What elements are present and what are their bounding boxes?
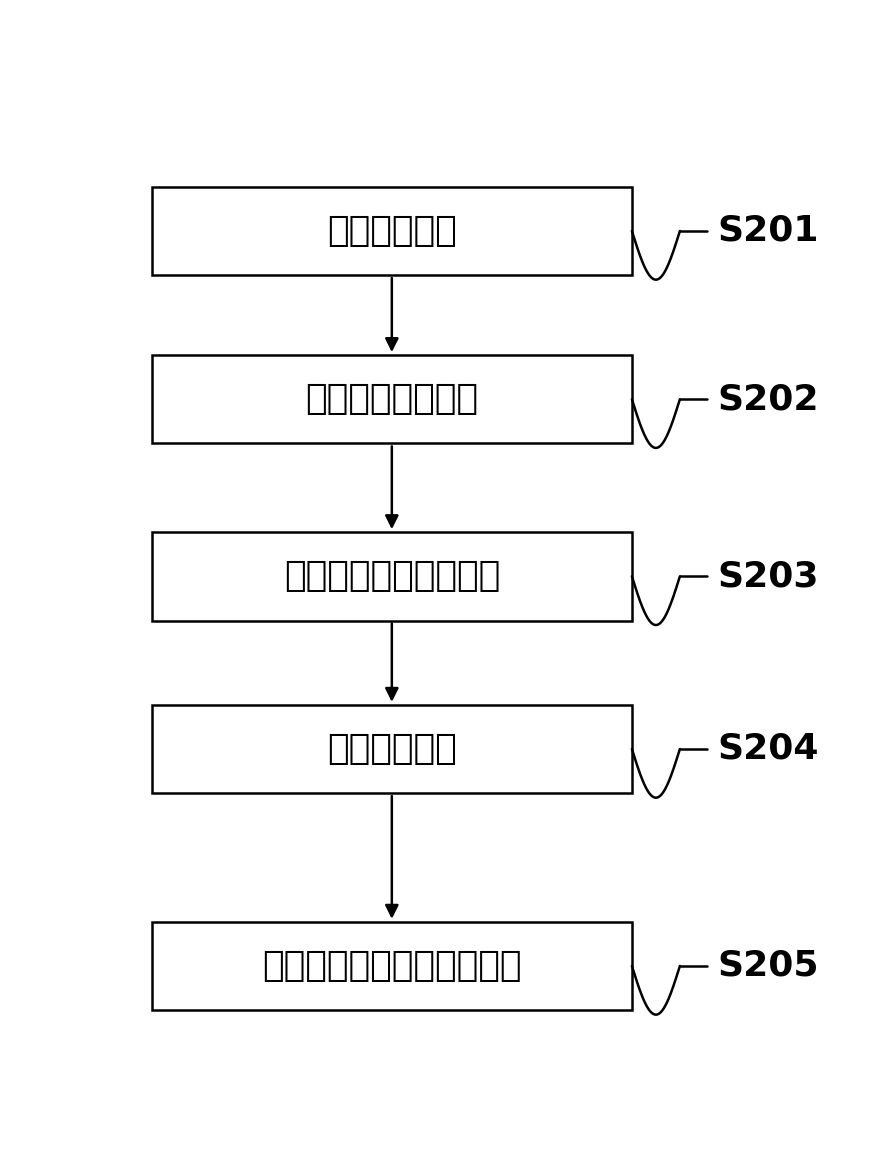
Text: 确定目标区域: 确定目标区域 bbox=[327, 733, 457, 766]
Text: 得出参考信号仿真结果: 得出参考信号仿真结果 bbox=[284, 559, 500, 593]
Text: S202: S202 bbox=[718, 382, 820, 416]
Text: S204: S204 bbox=[718, 733, 820, 766]
FancyBboxPatch shape bbox=[152, 355, 632, 444]
FancyBboxPatch shape bbox=[152, 705, 632, 793]
FancyBboxPatch shape bbox=[152, 921, 632, 1010]
Text: 确定参考平面: 确定参考平面 bbox=[327, 214, 457, 248]
Text: S203: S203 bbox=[718, 559, 820, 593]
Text: 在目标区域设置干扰元器件: 在目标区域设置干扰元器件 bbox=[262, 949, 521, 983]
Text: 得出信号仿真结果: 得出信号仿真结果 bbox=[305, 382, 478, 416]
FancyBboxPatch shape bbox=[152, 532, 632, 621]
Text: S201: S201 bbox=[718, 214, 820, 248]
FancyBboxPatch shape bbox=[152, 186, 632, 275]
Text: S205: S205 bbox=[718, 949, 820, 983]
